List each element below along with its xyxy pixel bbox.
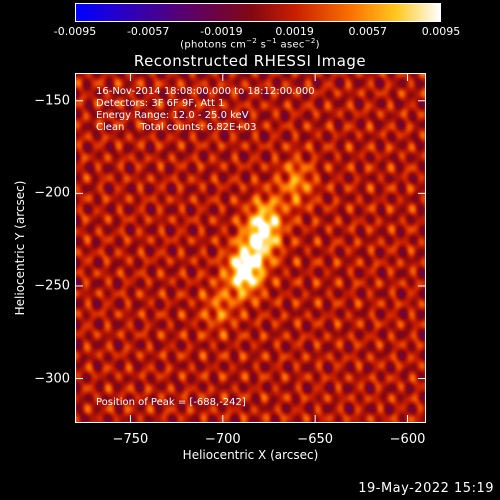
colorbar-tick-label: 0.0057 (348, 25, 388, 38)
y-tick-label: −300 (34, 371, 70, 387)
y-tick-label: −250 (34, 278, 70, 294)
colorbar-tick-label: -0.0057 (126, 25, 170, 38)
footer-date: 19-May-2022 15:19 (358, 481, 494, 496)
y-tick-label: −200 (34, 185, 70, 201)
annotation-detectors: Detectors: 3F 6F 9F, Att 1 (96, 98, 225, 109)
heatmap-image (76, 74, 425, 422)
colorbar-tick-label: -0.0095 (53, 25, 97, 38)
colorbar-gradient (76, 4, 440, 21)
plot-area: 16-Nov-2014 18:08:00.000 to 18:12:00.000… (75, 73, 426, 423)
annotation-clean-counts: Clean Total counts: 6.82E+03 (96, 122, 257, 133)
x-tick-label: −750 (112, 432, 149, 447)
colorbar-tick-label: 0.0095 (421, 25, 461, 38)
x-tick-label: −600 (389, 432, 426, 447)
chart-title: Reconstructed RHESSI Image (133, 52, 367, 70)
x-axis-label: Heliocentric X (arcsec) (182, 448, 319, 462)
colorbar-tick-label: 0.0019 (275, 25, 314, 38)
annotation-time-range: 16-Nov-2014 18:08:00.000 to 18:12:00.000 (96, 86, 315, 97)
y-axis-label: Heliocentric Y (arcsec) (13, 180, 27, 316)
y-tick-label: −150 (34, 93, 70, 109)
colorbar-tick-label: -0.0019 (200, 25, 243, 38)
annotation-peak-position: Position of Peak = [-688,-242] (96, 397, 246, 408)
annotation-energy-range: Energy Range: 12.0 - 25.0 keV (96, 110, 249, 121)
colorbar (75, 3, 441, 22)
x-tick-label: −700 (204, 432, 241, 447)
x-tick-label: −650 (297, 432, 334, 447)
colorbar-units: (photons cm−2 s−1 asec−2) (180, 37, 320, 51)
